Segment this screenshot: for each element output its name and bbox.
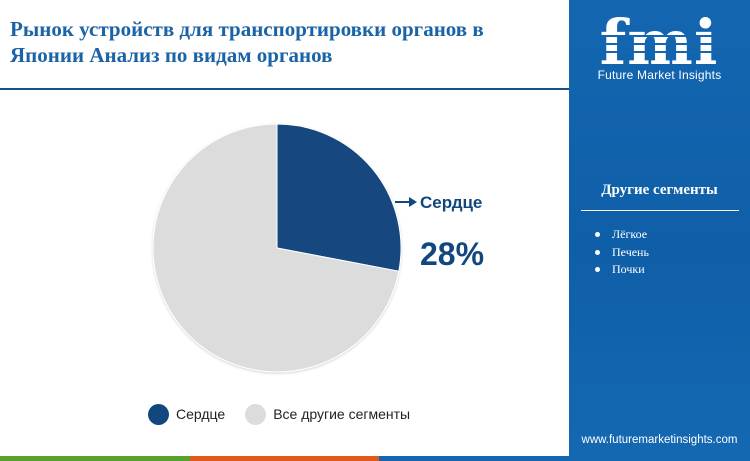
slice-callout-label: Сердце	[420, 193, 483, 212]
svg-text:fmi: fmi	[600, 6, 719, 79]
legend-swatch-heart	[148, 403, 169, 425]
website-url[interactable]: www.futuremarketinsights.com	[581, 434, 738, 446]
legend-label-others: Все другие сегменты	[273, 406, 411, 422]
callout-arrow	[395, 197, 417, 207]
legend-item-others: Все другие сегменты	[245, 403, 411, 425]
brand-sidebar: fmi Future Market Insights Другие сегмен…	[569, 0, 750, 461]
accent-blue	[379, 456, 570, 461]
accent-orange	[189, 456, 380, 461]
chart-legend: Сердце Все другие сегменты	[148, 402, 430, 426]
legend-item-heart: Сердце	[148, 403, 226, 425]
other-segments-title: Другие сегменты	[601, 182, 718, 198]
legend-label-heart: Сердце	[176, 406, 226, 422]
pie-slice-heart	[276, 123, 402, 272]
fmi-logo: fmi	[597, 6, 722, 79]
segment-item-lung: Лёгкое	[595, 226, 649, 244]
page-title: Рынок устройств для транспортировки орга…	[10, 17, 484, 67]
segment-item-liver: Печень	[595, 244, 649, 262]
slice-callout-value: 28%	[420, 236, 485, 272]
pie-chart	[0, 90, 569, 410]
legend-swatch-others	[245, 403, 267, 425]
segment-item-kidney: Почки	[595, 261, 649, 279]
title-divider	[0, 88, 569, 90]
bottom-accent-bar	[0, 456, 570, 461]
other-segments-list: Лёгкое Печень Почки	[595, 226, 649, 279]
pie-slice-others	[152, 123, 400, 373]
pie-chart-svg	[152, 123, 417, 373]
other-segments-divider	[581, 210, 739, 211]
brand-tagline: Future Market Insights	[597, 68, 722, 82]
accent-green	[0, 456, 190, 461]
